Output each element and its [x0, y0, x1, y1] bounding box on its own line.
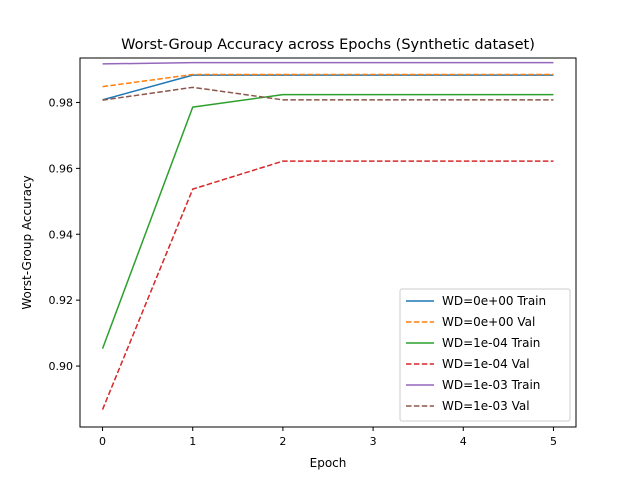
axes-frame: [79, 57, 577, 428]
y-axis-label: Worst-Group Accuracy: [20, 175, 34, 309]
x-tick-label: 1: [189, 435, 196, 448]
x-tick-label: 2: [279, 435, 286, 448]
legend-label: WD=0e+00 Train: [442, 294, 546, 308]
x-axis-label: Epoch: [310, 456, 347, 470]
y-tick-label: 0.92: [49, 294, 74, 307]
series-line-wd-1e-04-val: [101, 160, 554, 410]
series-line-wd-0e-00-val: [102, 73, 554, 88]
legend-label: WD=0e+00 Val: [442, 315, 535, 329]
y-tick-label: 0.90: [49, 360, 74, 373]
legend-label: WD=1e-03 Val: [442, 399, 530, 413]
legend-label: WD=1e-04 Train: [442, 336, 540, 350]
series-line-wd-1e-04-train: [101, 93, 554, 349]
y-tick-label: 0.94: [49, 228, 74, 241]
legend: WD=0e+00 Train WD=0e+00 Val WD=1e-04 Train…: [399, 288, 571, 422]
x-tick-label: 5: [550, 435, 557, 448]
x-axis-ticks: 0 1 2 3 4 5: [99, 427, 557, 448]
legend-box: [399, 288, 571, 422]
x-tick-label: 4: [460, 435, 467, 448]
chart-title: Worst-Group Accuracy across Epochs (Synt…: [121, 37, 535, 53]
x-tick-label: 0: [99, 435, 106, 448]
y-tick-label: 0.96: [49, 162, 74, 175]
legend-label: WD=1e-03 Train: [442, 378, 540, 392]
series-line-wd-1e-03-train: [102, 61, 554, 65]
series-line-wd-1e-03-val: [102, 86, 554, 101]
legend-label: WD=1e-04 Val: [442, 357, 530, 371]
y-tick-label: 0.98: [49, 96, 74, 109]
plot-lines: [101, 61, 554, 410]
y-axis-ticks: 0.90 0.92 0.94 0.96 0.98: [49, 96, 80, 373]
x-tick-label: 3: [370, 435, 377, 448]
